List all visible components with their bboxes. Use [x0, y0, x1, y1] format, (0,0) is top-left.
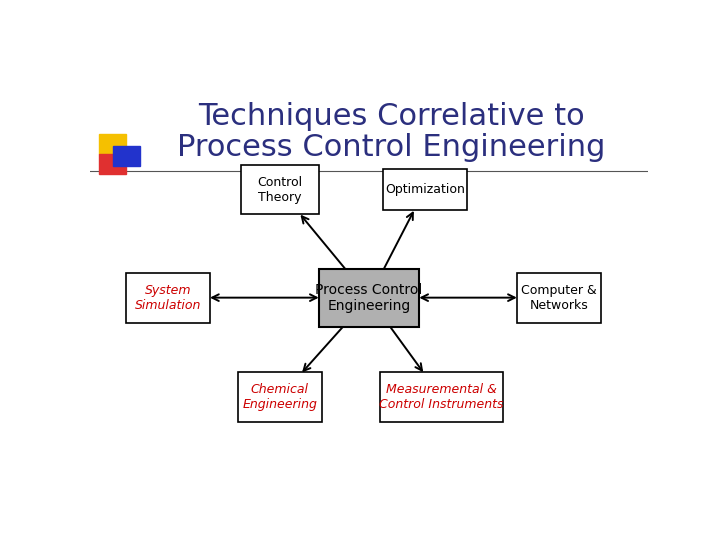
Text: System
Simulation: System Simulation [135, 284, 202, 312]
Text: Techniques Correlative to: Techniques Correlative to [198, 102, 585, 131]
FancyBboxPatch shape [126, 273, 210, 322]
Bar [99, 154, 126, 174]
FancyBboxPatch shape [517, 273, 600, 322]
FancyBboxPatch shape [380, 373, 503, 422]
FancyBboxPatch shape [383, 169, 467, 211]
Text: Control
Theory: Control Theory [257, 176, 302, 204]
Text: Optimization: Optimization [385, 183, 464, 196]
Text: Process Control
Engineering: Process Control Engineering [315, 282, 423, 313]
Text: Process Control Engineering: Process Control Engineering [177, 133, 606, 163]
Text: Computer &
Networks: Computer & Networks [521, 284, 597, 312]
Bar [99, 134, 126, 154]
Bar [113, 146, 140, 166]
FancyBboxPatch shape [319, 268, 419, 327]
Text: Measuremental &
Control Instruments: Measuremental & Control Instruments [379, 383, 504, 411]
Text: Chemical
Engineering: Chemical Engineering [243, 383, 317, 411]
FancyBboxPatch shape [240, 165, 319, 214]
FancyBboxPatch shape [238, 373, 322, 422]
